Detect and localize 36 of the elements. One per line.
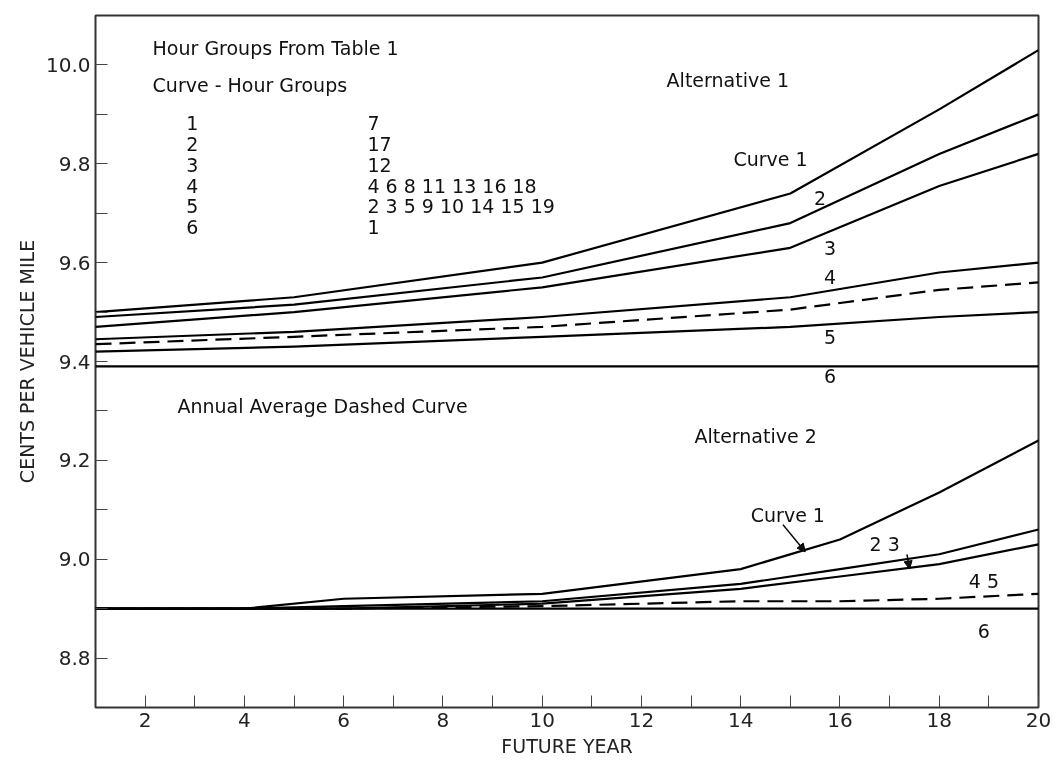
x-tick-label: 4 [238,707,251,732]
annotation: Hour Groups From Table 1 [152,36,399,59]
annotation: 6 [977,619,990,642]
y-tick-label: 9.8 [58,151,91,176]
y-tick-label: 8.8 [58,646,91,671]
x-tick-label: 14 [727,707,754,732]
y-axis-title: CENTS PER VEHICLE MILE [15,239,38,484]
x-tick-label: 18 [926,707,952,732]
text: 9.0 [58,547,91,572]
annotation: 3 [824,236,837,259]
annotation: 1 2 3 4 5 6 [186,111,199,239]
x-tick-label: 12 [628,707,655,732]
x-tick-label: 8 [436,707,450,732]
annotation: 5 [824,325,837,348]
annotation: Annual Average Dashed Curve [177,394,468,417]
x-tick-label: 2 [138,707,152,732]
annotation: 2 [814,187,827,210]
annotation: Curve 1 [750,503,825,526]
x-tick-label: 20 [1025,707,1052,732]
x-tick-label: 6 [337,707,351,732]
x-axis-title: FUTURE YEAR [501,734,633,757]
annotation: Curve 1 [733,147,808,170]
y-tick-label: 9.4 [58,349,91,374]
annotation: Alternative 1 [666,68,789,91]
text: 10.0 [45,52,91,77]
x-tick-label: 10 [529,707,555,732]
annotation: 6 [824,365,837,388]
annotation: Curve - Hour Groups [152,73,348,96]
annotation: 7 17 12 4 6 8 11 13 16 18 2 3 5 9 10 14 15 19 1 [367,111,555,239]
annotation: 4 [824,266,837,289]
annotation: 4 5 [968,570,1000,593]
annotation: Alternative 2 [694,424,817,447]
y-tick-label: 9.2 [58,448,91,473]
x-tick-label: 16 [827,707,853,732]
annotation: 2 3 [869,533,900,556]
y-tick-label: 9.6 [58,250,91,275]
